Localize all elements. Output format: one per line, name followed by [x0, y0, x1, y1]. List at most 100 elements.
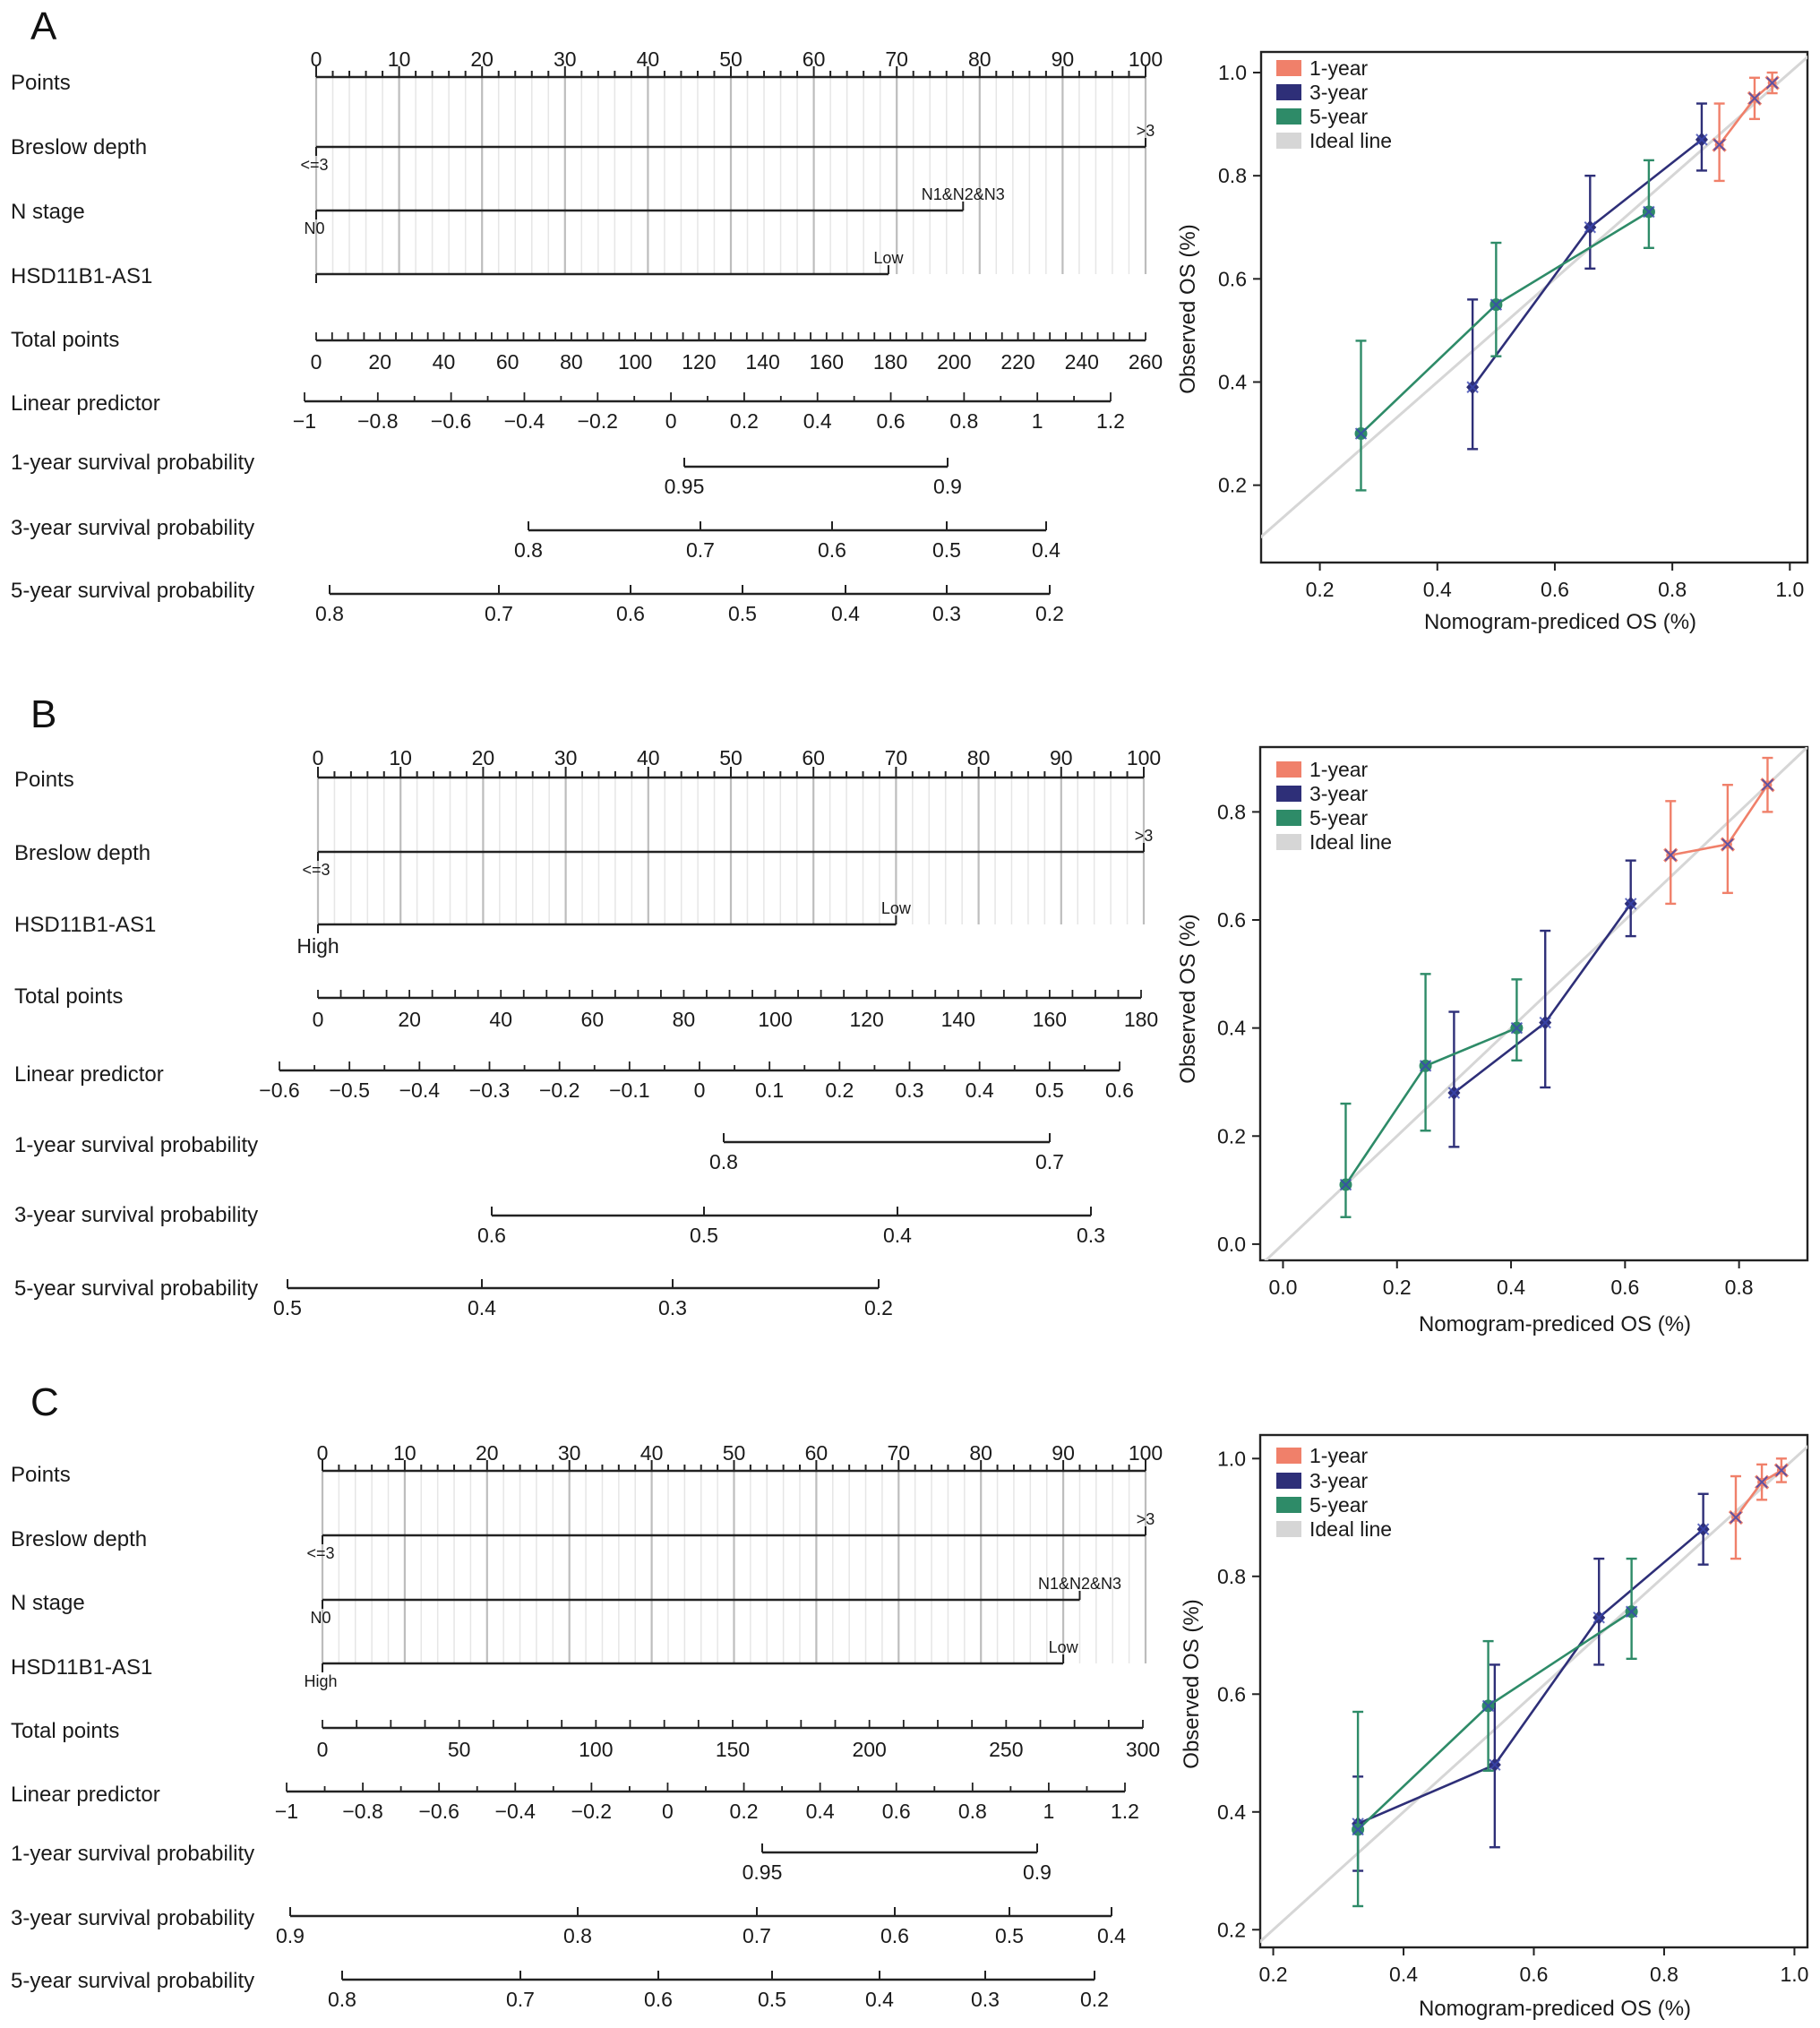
x-tick-label: 0.8 — [1725, 1276, 1754, 1299]
panel-b: B Points Breslow depth HSD11B1-AS1 Total… — [14, 692, 1809, 1336]
y-tick-label: 0.8 — [1217, 1565, 1246, 1588]
legend-label-1year: 1-year — [1309, 56, 1369, 80]
y-tick-label: 0.2 — [1217, 1124, 1246, 1147]
x-tick-label: 0.6 — [1610, 1276, 1639, 1299]
legend-swatch-ideal — [1276, 133, 1301, 149]
row-label-1yr: 1-year survival probability — [11, 1842, 254, 1866]
survival-tick-label: 0.8 — [315, 602, 344, 625]
variable-high-label: >3 — [1137, 122, 1155, 140]
points-tick-label: 0 — [317, 1441, 329, 1465]
variable-low-label: N0 — [310, 1609, 331, 1627]
total-tick-label: 180 — [873, 350, 907, 374]
series-1-year — [1663, 756, 1775, 906]
survival-tick-label: 0.4 — [468, 1296, 496, 1319]
points-tick-label: 50 — [723, 1441, 746, 1465]
points-tick-label: 50 — [719, 47, 743, 71]
panel-c: C Points Breslow depth N stage HSD11B1-A… — [11, 1380, 1809, 2021]
row-label-total: Total points — [14, 984, 123, 1009]
linear-tick-label: 0.3 — [896, 1078, 924, 1102]
legend-swatch-ideal — [1276, 834, 1301, 850]
legend-b: 1-year 3-year 5-year Ideal line — [1276, 758, 1392, 854]
corrected-point-x — [1664, 848, 1677, 862]
total-tick-label: 250 — [989, 1738, 1023, 1761]
linear-tick-label: 0 — [662, 1800, 674, 1823]
row-label-5yr: 5-year survival probability — [11, 1969, 254, 1993]
variable-high-label: Low — [1049, 1638, 1079, 1656]
row-label-hsd11b1: HSD11B1-AS1 — [11, 1655, 152, 1680]
row-label-breslow: Breslow depth — [14, 841, 150, 865]
corrected-point-x — [1625, 1605, 1638, 1618]
y-tick-label: 0.6 — [1217, 908, 1246, 932]
total-tick-label: 120 — [849, 1008, 883, 1031]
linear-tick-label: 0.4 — [803, 409, 832, 433]
calibration-plot-a: 0.2 0.4 0.6 0.8 1.0 0.2 0.4 0.6 0.8 1.0 1-year 3-… — [1176, 50, 1809, 634]
points-tick-label: 20 — [476, 1441, 499, 1465]
survival-tick-label: 0.7 — [485, 602, 513, 625]
row-label-breslow: Breslow depth — [11, 135, 147, 159]
legend-label-1year: 1-year — [1309, 758, 1369, 781]
linear-tick-label: −0.2 — [571, 1800, 612, 1823]
x-axis-title-a: Nomogram-prediced OS (%) — [1424, 610, 1696, 634]
row-label-n-stage: N stage — [11, 1591, 85, 1615]
row-label-breslow: Breslow depth — [11, 1527, 147, 1551]
linear-tick-label: −0.2 — [578, 409, 618, 433]
row-label-points: Points — [14, 768, 74, 792]
plot-frame — [1258, 1433, 1809, 1949]
corrected-point-x — [1419, 1060, 1432, 1072]
total-tick-label: 100 — [618, 350, 652, 374]
variable-high-label: >3 — [1137, 1510, 1155, 1528]
total-tick-label: 300 — [1126, 1738, 1160, 1761]
points-tick-label: 40 — [637, 47, 660, 71]
survival-tick-label: 0.4 — [1032, 538, 1060, 562]
linear-tick-label: 0 — [665, 409, 677, 433]
legend-swatch-5year — [1276, 1497, 1301, 1513]
y-tick-label: 0.6 — [1217, 1682, 1246, 1706]
total-tick-label: 160 — [1033, 1008, 1067, 1031]
corrected-point-x — [1713, 138, 1726, 151]
linear-tick-label: −1 — [275, 1800, 298, 1823]
y-tick-label: 0.6 — [1218, 267, 1247, 290]
linear-tick-label: −0.4 — [504, 409, 545, 433]
corrected-point-x — [1466, 381, 1479, 393]
y-tick-label: 0.2 — [1217, 1918, 1246, 1941]
total-tick-label: 200 — [852, 1738, 886, 1761]
points-tick-label: 60 — [803, 47, 826, 71]
row-label-hsd11b1: HSD11B1-AS1 — [14, 913, 156, 937]
points-tick-label: 50 — [719, 746, 743, 769]
linear-tick-label: 0.2 — [730, 1800, 759, 1823]
variable-high-label: Low — [873, 249, 904, 267]
row-label-3yr: 3-year survival probability — [11, 516, 254, 540]
series-5-year — [1354, 159, 1655, 492]
y-tick-label: 0.8 — [1217, 800, 1246, 823]
y-tick-label: 1.0 — [1218, 61, 1247, 84]
series-5-year — [1339, 973, 1524, 1218]
survival-tick-label: 0.8 — [709, 1150, 738, 1173]
total-tick-label: 80 — [673, 1008, 696, 1031]
points-tick-label: 20 — [470, 47, 494, 71]
points-tick-label: 0 — [311, 47, 322, 71]
points-tick-label: 80 — [968, 47, 992, 71]
variable-low-label: <=3 — [306, 1544, 334, 1562]
legend-label-3year: 3-year — [1309, 782, 1369, 805]
corrected-point-x — [1339, 1178, 1352, 1191]
corrected-point-x — [1481, 1699, 1495, 1713]
total-tick-label: 0 — [317, 1738, 329, 1761]
total-tick-label: 100 — [758, 1008, 792, 1031]
panel-a: A Points Breslow depth N stage HSD11B1-A… — [11, 4, 1809, 634]
points-tick-label: 80 — [967, 746, 991, 769]
ideal-line — [1260, 1445, 1807, 1944]
variable-low-label: High — [296, 934, 339, 958]
survival-tick-label: 0.4 — [883, 1224, 912, 1247]
x-tick-label: 1.0 — [1780, 1963, 1808, 1986]
total-tick-label: 140 — [941, 1008, 975, 1031]
points-tick-label: 70 — [888, 1441, 911, 1465]
survival-tick-label: 0.6 — [477, 1224, 506, 1247]
row-label-linear: Linear predictor — [11, 1783, 160, 1807]
survival-tick-label: 0.2 — [864, 1296, 893, 1319]
y-axis-title-b: Observed OS (%) — [1176, 914, 1200, 1083]
row-label-points: Points — [11, 71, 71, 95]
legend-label-1year: 1-year — [1309, 1444, 1369, 1467]
corrected-point-x — [1696, 133, 1708, 146]
total-tick-label: 50 — [448, 1738, 471, 1761]
total-tick-label: 60 — [496, 350, 519, 374]
